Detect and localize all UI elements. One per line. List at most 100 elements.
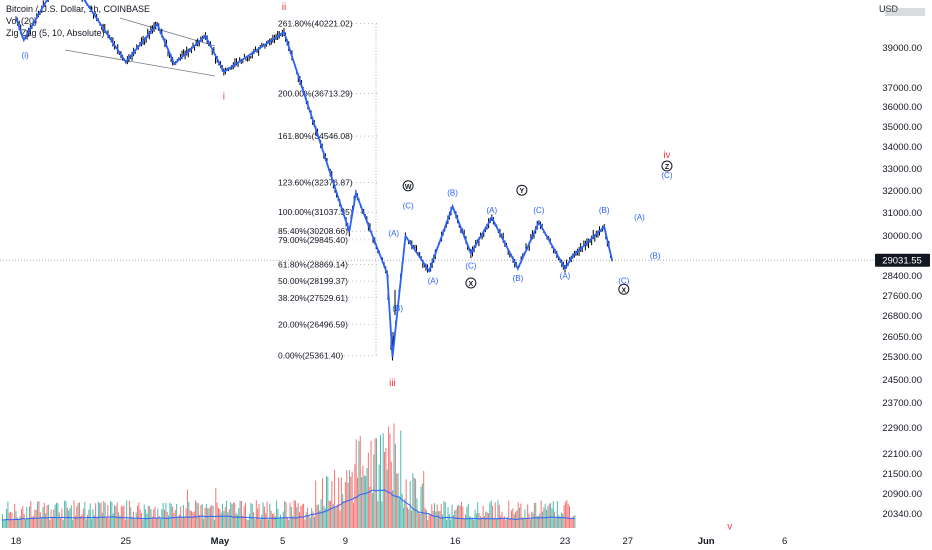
volume-bar: [212, 506, 214, 528]
volume-indicator-label[interactable]: Vol (20): [6, 16, 38, 26]
volume-bar: [118, 512, 120, 528]
volume-bar: [6, 509, 8, 528]
volume-bar: [320, 499, 322, 528]
volume-bar: [494, 502, 496, 528]
fib-level-label: 38.20%(27529.61): [278, 293, 348, 303]
volume-bar: [110, 501, 111, 528]
volume-bar: [350, 476, 352, 528]
zigzag-indicator-label[interactable]: Zig Zag (5, 10, Absolute): [6, 28, 105, 38]
volume-bar: [14, 503, 16, 528]
volume-bar: [68, 510, 70, 528]
volume-ma-line: [1, 489, 575, 521]
volume-bar: [316, 504, 318, 528]
wave-label: (C): [403, 202, 414, 211]
volume-bar: [370, 440, 372, 528]
volume-bar: [4, 519, 6, 528]
volume-bar: [50, 509, 52, 528]
volume-bar: [533, 502, 535, 528]
volume-bar: [535, 502, 537, 528]
volume-bar: [458, 504, 460, 528]
volume-bar: [555, 517, 557, 528]
volume-bar: [196, 502, 198, 528]
volume-bar: [446, 519, 448, 528]
volume-bar: [537, 515, 539, 528]
y-tick-label: 22100.00: [882, 449, 922, 460]
volume-bar: [26, 506, 28, 528]
y-tick-label: 28400.00: [882, 271, 922, 282]
volume-bar: [178, 514, 180, 528]
x-tick-label: 27: [622, 536, 633, 547]
fib-level-label: 61.80%(28869.14): [278, 259, 348, 269]
volume-bar: [69, 508, 71, 528]
volume-bar: [554, 511, 556, 528]
volume-bar: [475, 513, 477, 528]
volume-bar: [489, 502, 491, 528]
volume-bar: [236, 514, 238, 528]
volume-bar: [459, 505, 461, 528]
volume-bar: [189, 510, 191, 528]
volume-bar: [143, 504, 145, 528]
volume-bar: [105, 517, 107, 528]
x-tick-label: 18: [11, 536, 22, 547]
volume-bar: [284, 501, 286, 528]
volume-bar: [38, 501, 40, 528]
volume-bar: [51, 516, 53, 528]
volume-bar: [227, 512, 229, 528]
volume-bar: [78, 502, 80, 528]
volume-bar: [355, 439, 357, 528]
chart-title[interactable]: Bitcoin / U.S. Dollar, 1h, COINBASE: [6, 4, 151, 14]
volume-bar: [405, 479, 407, 528]
volume-bar: [392, 490, 394, 528]
fib-level-label: 123.60%(32376.87): [278, 178, 353, 188]
x-tick-label: 5: [280, 536, 285, 547]
volume-bar: [467, 503, 469, 528]
volume-bar: [531, 511, 533, 528]
volume-bar: [103, 500, 105, 528]
volume-bar: [22, 505, 24, 528]
y-tick-label: 32000.00: [882, 186, 922, 197]
y-tick-label: 35000.00: [882, 122, 922, 133]
volume-bar: [366, 468, 368, 528]
current-price-value: 29031.55: [882, 256, 922, 267]
volume-bar: [490, 500, 492, 528]
volume-bar: [413, 477, 415, 528]
volume-bar: [506, 517, 508, 528]
volume-bar: [88, 509, 90, 528]
volume-bar: [91, 518, 93, 528]
wave-label: (A): [634, 213, 645, 222]
volume-bar: [521, 516, 523, 528]
volume-bar: [174, 510, 176, 528]
volume-bar: [108, 518, 110, 528]
wave-label-circle: [618, 283, 630, 295]
volume-bar: [416, 498, 418, 528]
volume-bar: [375, 438, 377, 528]
volume-bar: [381, 501, 383, 528]
volume-bar: [435, 511, 437, 528]
y-tick-label: 27600.00: [882, 291, 922, 302]
volume-bar: [377, 501, 379, 528]
y-tick-label: 34000.00: [882, 142, 922, 153]
volume-bar: [29, 506, 30, 528]
volume-bar: [348, 470, 350, 528]
y-tick-label: 39000.00: [882, 43, 922, 54]
volume-bar: [64, 500, 66, 528]
volume-bar: [313, 516, 315, 528]
volume-bar: [465, 514, 467, 528]
wave-label: (B): [650, 252, 661, 261]
volume-bar: [57, 503, 59, 528]
volume-bar: [483, 516, 485, 528]
current-price-tag: [875, 253, 930, 267]
volume-bar: [8, 512, 10, 528]
wave-label: (B): [513, 274, 524, 283]
y-tick-label: 25300.00: [882, 352, 922, 363]
volume-bar: [185, 508, 187, 528]
volume-bar: [525, 519, 527, 528]
volume-bar: [473, 519, 475, 528]
volume-bar: [423, 470, 425, 528]
volume-bar: [266, 501, 268, 528]
volume-bar: [308, 515, 310, 528]
volume-bar: [112, 513, 114, 528]
wave-label: (B): [392, 304, 403, 313]
volume-bar: [242, 515, 244, 528]
